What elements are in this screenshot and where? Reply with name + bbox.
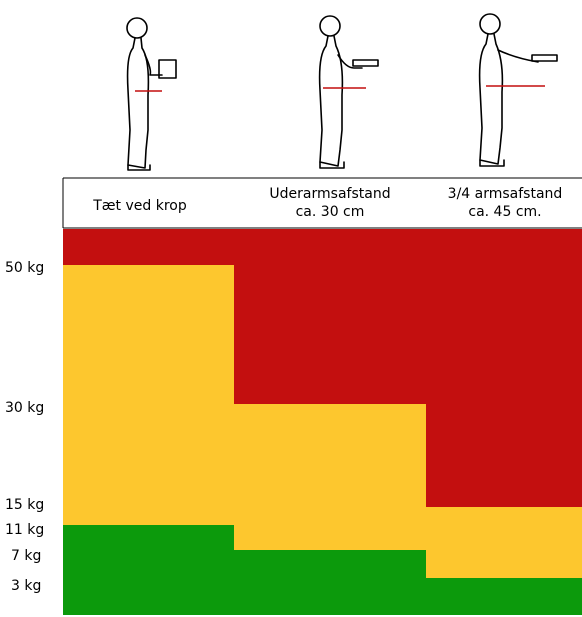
- figure-mid: [320, 16, 378, 168]
- axis-label: 30 kg: [5, 400, 44, 416]
- axis-label: 7 kg: [11, 548, 41, 564]
- figure-close: [127, 18, 176, 170]
- diagram: Tæt ved krop Uderarmsafstand ca. 30 cm 3…: [0, 0, 582, 617]
- green-zone: [63, 525, 234, 615]
- axis-label: 50 kg: [5, 260, 44, 276]
- axis-label: 11 kg: [5, 522, 44, 538]
- figure-far: [480, 14, 557, 166]
- column-label: 3/4 armsafstand: [448, 186, 563, 202]
- column-label: Uderarmsafstand: [269, 186, 390, 202]
- axis-label: 3 kg: [11, 578, 41, 594]
- column-label: ca. 30 cm: [296, 204, 365, 220]
- green-zone: [426, 578, 582, 615]
- green-zone: [234, 550, 426, 615]
- column-label: ca. 45 cm.: [468, 204, 541, 220]
- column-label: Tæt ved krop: [92, 198, 187, 214]
- axis-label: 15 kg: [5, 497, 44, 513]
